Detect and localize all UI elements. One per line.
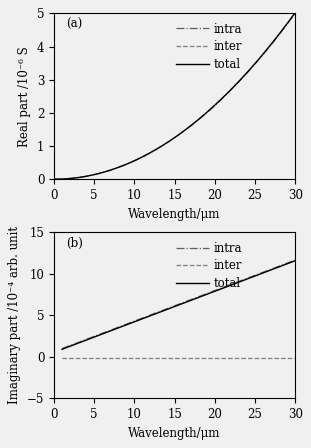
Y-axis label: Real part /10⁻⁶ S: Real part /10⁻⁶ S: [18, 46, 31, 146]
Text: (a): (a): [66, 18, 82, 31]
Legend: intra, inter, total: intra, inter, total: [176, 241, 242, 290]
X-axis label: Wavelength/μm: Wavelength/μm: [128, 207, 221, 220]
Legend: intra, inter, total: intra, inter, total: [176, 22, 242, 71]
Text: (b): (b): [66, 237, 83, 250]
Y-axis label: Imaginary part /10⁻⁴ arb. unit: Imaginary part /10⁻⁴ arb. unit: [8, 226, 21, 405]
X-axis label: Wavelength/μm: Wavelength/μm: [128, 426, 221, 439]
